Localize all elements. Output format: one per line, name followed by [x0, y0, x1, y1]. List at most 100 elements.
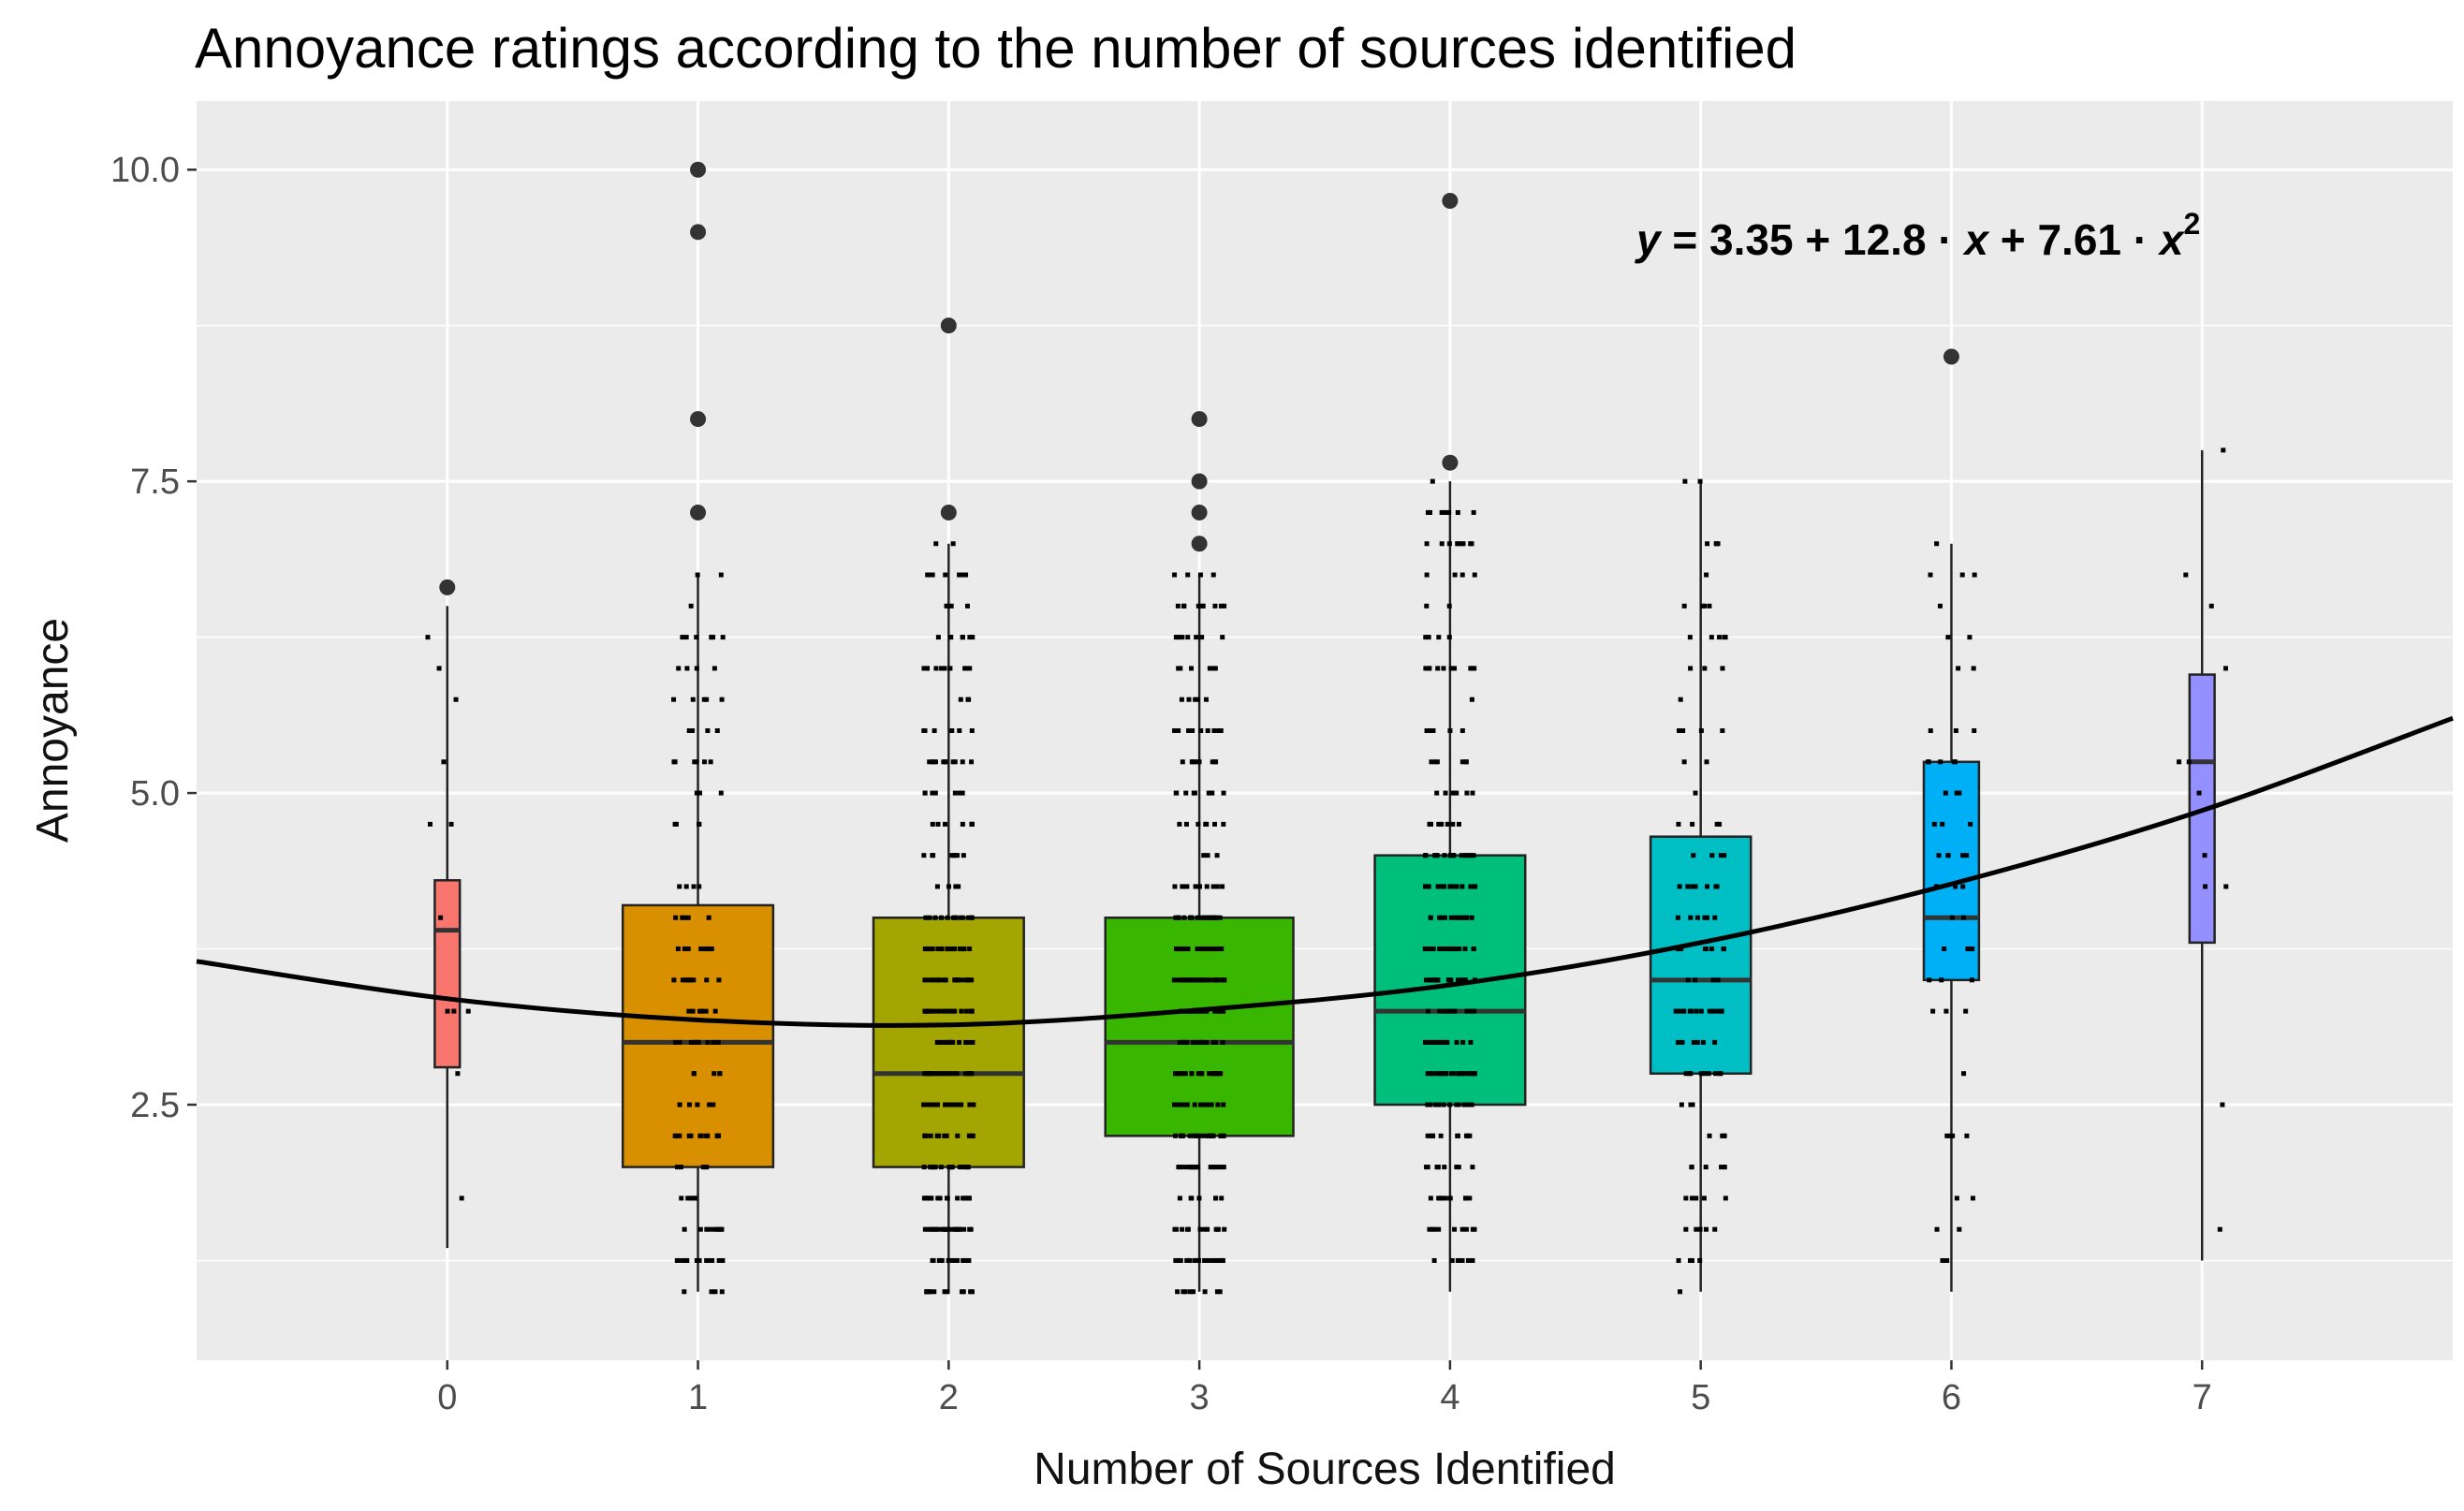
jitter-point [1722, 635, 1727, 640]
jitter-point [1710, 977, 1716, 983]
jitter-point [930, 977, 935, 983]
jitter-point [1445, 1008, 1451, 1014]
x-tick-label: 4 [1440, 1378, 1459, 1417]
jitter-point [712, 1289, 718, 1295]
jitter-point [1954, 1196, 1959, 1201]
jitter-point [947, 946, 953, 952]
jitter-point [962, 1257, 968, 1263]
jitter-point [1205, 977, 1210, 983]
jitter-point [1456, 1165, 1461, 1170]
jitter-point [1442, 1165, 1447, 1170]
jitter-point [952, 1226, 958, 1232]
jitter-point [950, 541, 956, 547]
jitter-point [708, 759, 713, 765]
jitter-point [1427, 946, 1432, 952]
jitter-point [957, 1039, 962, 1045]
jitter-point [1970, 946, 1975, 952]
jitter-point [1428, 915, 1433, 920]
jitter-point [942, 1008, 947, 1014]
jitter-point [1189, 1071, 1195, 1077]
box-3 [1104, 917, 1295, 1137]
outlier-point [1191, 411, 1208, 428]
jitter-point [926, 1102, 931, 1108]
jitter-point [1177, 1102, 1182, 1108]
jitter-point [1464, 1102, 1470, 1108]
jitter-point [1175, 946, 1181, 952]
jitter-point [963, 1165, 969, 1170]
jitter-point [1689, 1257, 1694, 1263]
jitter-point [1425, 509, 1430, 515]
jitter-point [1453, 915, 1459, 920]
jitter-point [1191, 1165, 1196, 1170]
jitter-point [1437, 1039, 1443, 1045]
jitter-point [1216, 1008, 1222, 1014]
outlier-point [690, 504, 707, 521]
jitter-point [677, 1039, 682, 1045]
jitter-point [1222, 977, 1227, 983]
jitter-point [703, 1133, 709, 1138]
jitter-point [1943, 790, 1948, 796]
jitter-point [946, 1071, 951, 1077]
jitter-point [1706, 1071, 1711, 1077]
jitter-point [1446, 603, 1452, 609]
jitter-point [928, 1226, 933, 1232]
jitter-point [2202, 853, 2207, 858]
jitter-point [954, 1071, 960, 1077]
jitter-point [680, 915, 685, 920]
boxplots [433, 449, 2216, 1292]
jitter-point [1180, 977, 1185, 983]
jitter-point [1698, 728, 1704, 733]
jitter-point [1197, 946, 1203, 952]
jitter-point [1449, 853, 1455, 858]
jitter-point [1200, 946, 1206, 952]
jitter-point [968, 1226, 974, 1232]
jitter-point [1173, 635, 1179, 640]
chart-title: Annoyance ratings according to the numbe… [195, 17, 1797, 80]
jitter-point [1210, 1133, 1215, 1138]
jitter-point [685, 946, 691, 952]
outlier-point [690, 411, 707, 428]
jitter-point [1423, 635, 1429, 640]
jitter-point [1220, 1257, 1225, 1263]
jitter-point [1429, 1133, 1434, 1138]
jitter-point [1187, 915, 1193, 920]
jitter-point [1221, 1165, 1226, 1170]
outlier-point [1191, 473, 1208, 490]
jitter-point [1947, 1133, 1953, 1138]
jitter-point [943, 977, 948, 983]
jitter-point [1960, 853, 1966, 858]
jitter-point [969, 1008, 975, 1014]
jitter-point [1698, 1071, 1704, 1077]
jitter-point [1195, 946, 1200, 952]
jitter-point [1436, 635, 1442, 640]
jitter-point [1210, 946, 1215, 952]
jitter-point [966, 1071, 972, 1077]
jitter-point [683, 884, 689, 889]
jitter-point [1964, 1133, 1970, 1138]
jitter-point [1716, 1008, 1722, 1014]
jitter-point [923, 915, 929, 920]
jitter-point [1447, 1196, 1453, 1201]
jitter-point [1187, 1289, 1193, 1295]
jitter-point [969, 821, 975, 827]
eq-dot1: · [1927, 215, 1965, 264]
jitter-point [1202, 977, 1208, 983]
jitter-point [1188, 666, 1194, 671]
jitter-point [1439, 884, 1445, 889]
jitter-point [929, 1102, 934, 1108]
jitter-point [1472, 1071, 1477, 1077]
jitter-point [949, 1071, 955, 1077]
jitter-point [964, 603, 970, 609]
jitter-point [932, 1102, 938, 1108]
jitter-point [685, 1196, 691, 1201]
jitter-point [1468, 1039, 1474, 1045]
jitter-point [715, 1039, 721, 1045]
jitter-point [938, 1165, 944, 1170]
jitter-point [946, 1039, 952, 1045]
jitter-point [1676, 1257, 1681, 1263]
jitter-point [714, 1226, 720, 1232]
jitter-point [1459, 1257, 1465, 1263]
jitter-point [1683, 1226, 1689, 1232]
jitter-point [1202, 1226, 1208, 1232]
jitter-point [1459, 728, 1465, 733]
